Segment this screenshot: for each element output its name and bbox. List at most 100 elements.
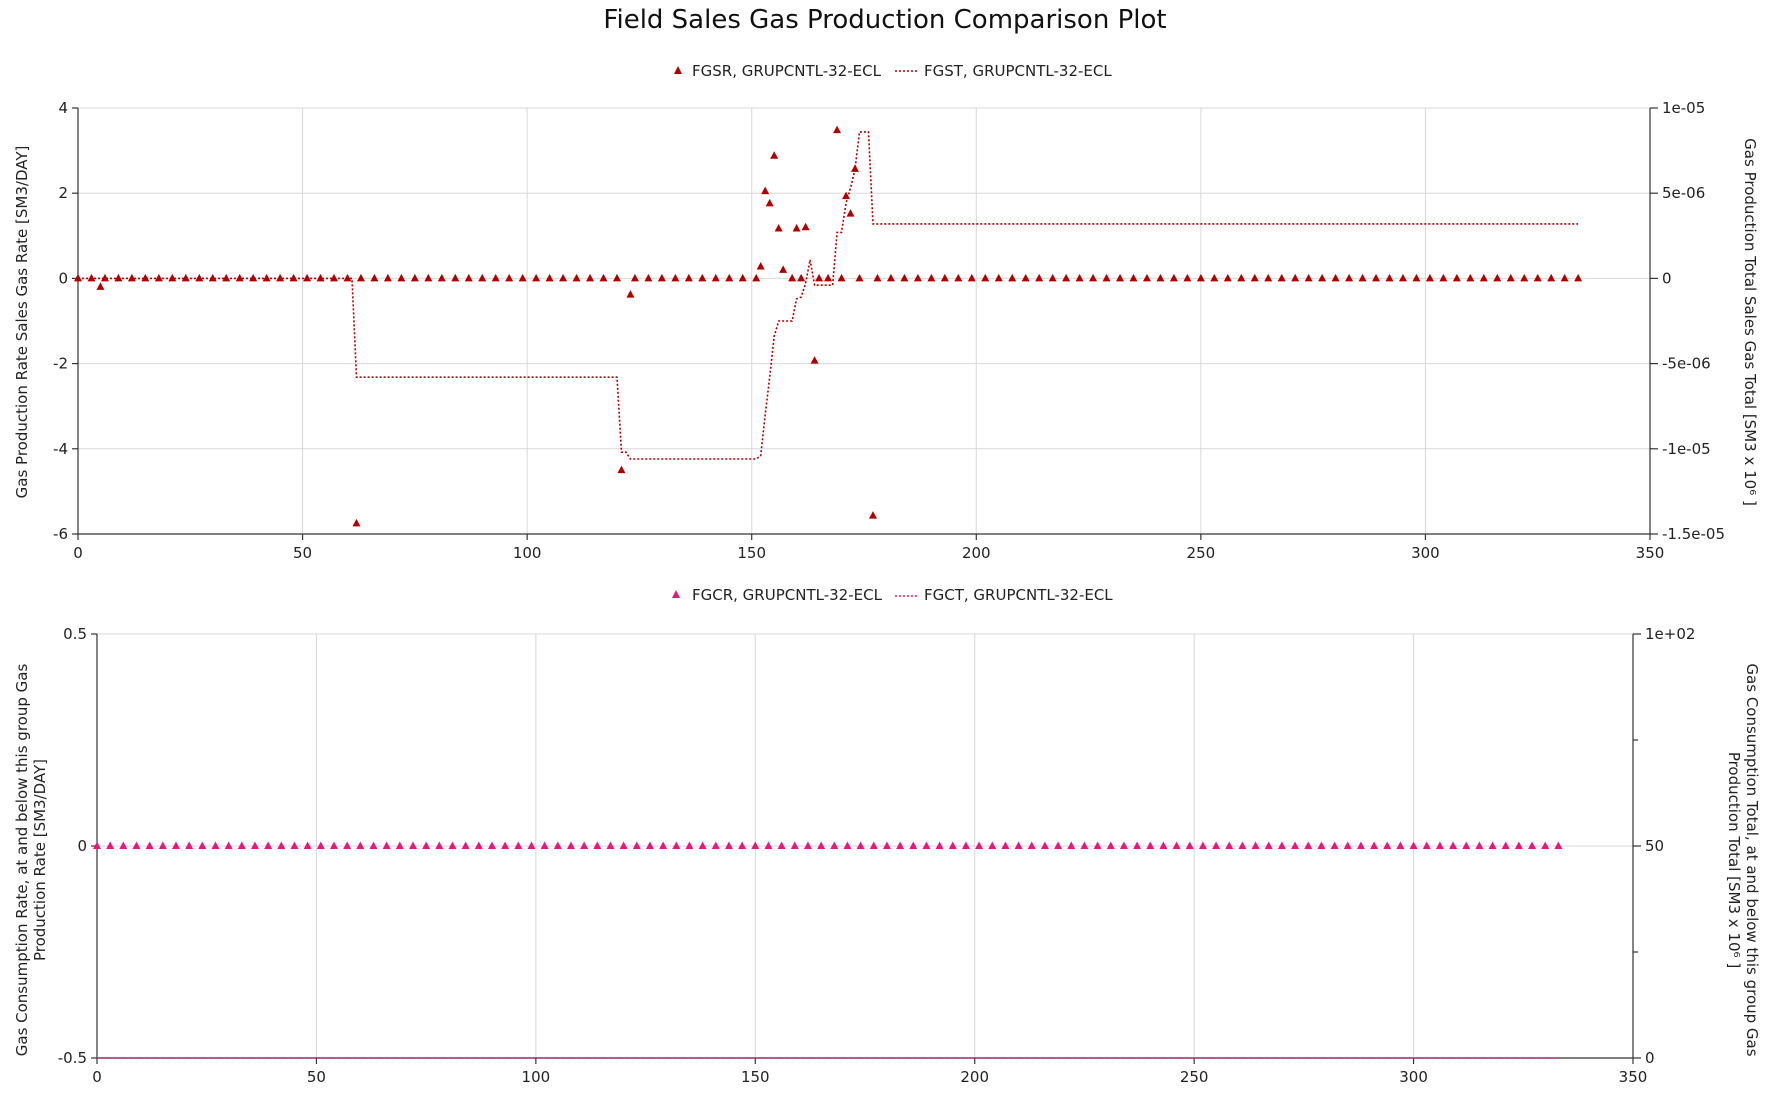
data-point xyxy=(1439,273,1448,282)
data-point xyxy=(1146,841,1155,849)
bottom-panel: FGCR, GRUPCNTL-32-ECL FGCT, GRUPCNTL-32-… xyxy=(13,586,1761,1086)
data-point xyxy=(424,273,433,282)
data-point xyxy=(1223,273,1232,282)
data-point xyxy=(1318,273,1327,282)
data-point xyxy=(1560,273,1569,282)
data-point xyxy=(761,186,770,195)
data-point xyxy=(1372,273,1381,282)
y-right-tick-label: 0 xyxy=(1662,269,1672,287)
data-point xyxy=(1185,841,1194,849)
data-point xyxy=(1048,273,1057,282)
data-point xyxy=(632,841,641,849)
data-point xyxy=(698,273,707,282)
data-point xyxy=(626,290,635,298)
data-point xyxy=(792,224,801,232)
legend-fgst-label: FGST, GRUPCNTL-32-ECL xyxy=(924,62,1112,80)
data-point xyxy=(1054,841,1063,849)
data-point xyxy=(815,273,824,282)
data-point xyxy=(1488,841,1497,849)
data-point xyxy=(106,841,115,849)
data-point xyxy=(464,273,473,282)
data-point xyxy=(788,273,797,282)
data-point xyxy=(790,841,799,849)
data-point xyxy=(1449,841,1458,849)
data-point xyxy=(1264,273,1273,282)
x-tick-label: 350 xyxy=(1636,544,1665,562)
top-legend: FGSR, GRUPCNTL-32-ECL FGST, GRUPCNTL-32-… xyxy=(674,62,1112,80)
data-point xyxy=(711,273,720,282)
data-point xyxy=(158,841,167,849)
data-point xyxy=(645,841,654,849)
data-point xyxy=(909,841,918,849)
data-point xyxy=(198,841,207,849)
data-point xyxy=(410,273,419,282)
data-point xyxy=(994,273,1003,282)
plot-title: Field Sales Gas Production Comparison Pl… xyxy=(603,5,1166,35)
data-point xyxy=(882,841,891,849)
data-point xyxy=(141,273,150,282)
legend-fgst: FGST, GRUPCNTL-32-ECL xyxy=(895,62,1112,80)
data-point xyxy=(1475,841,1484,849)
y-left-tick-label: -0.5 xyxy=(58,1049,87,1067)
y-right-tick-label: 5e-06 xyxy=(1662,184,1705,202)
data-point xyxy=(1398,273,1407,282)
data-point xyxy=(303,841,312,849)
data-point xyxy=(1062,273,1071,282)
data-point xyxy=(1116,273,1125,282)
data-point xyxy=(810,356,819,364)
data-point xyxy=(1142,273,1151,282)
data-point xyxy=(1383,841,1392,849)
data-point xyxy=(1358,273,1367,282)
data-point xyxy=(1183,273,1192,282)
data-point xyxy=(553,841,562,849)
data-point xyxy=(132,841,141,849)
legend-fgct: FGCT, GRUPCNTL-32-ECL xyxy=(895,586,1113,604)
data-point xyxy=(250,841,259,849)
data-point xyxy=(1479,273,1488,282)
data-point xyxy=(685,841,694,849)
data-point xyxy=(1277,273,1286,282)
bottom-y-left-label-line1: Gas Consumption Rate, at and below this … xyxy=(13,664,31,1057)
data-point xyxy=(451,273,460,282)
data-point xyxy=(395,841,404,849)
data-point xyxy=(774,224,783,232)
data-point xyxy=(171,841,180,849)
data-point xyxy=(168,273,177,282)
data-point xyxy=(1089,273,1098,282)
data-point xyxy=(501,841,510,849)
data-point xyxy=(1198,841,1207,849)
data-point xyxy=(764,841,773,849)
data-point xyxy=(1102,273,1111,282)
data-point xyxy=(856,841,865,849)
data-point xyxy=(837,273,846,282)
x-tick-label: 200 xyxy=(960,1068,989,1086)
x-tick-label: 200 xyxy=(962,544,991,562)
data-point xyxy=(1501,841,1510,849)
bottom-y-right-label-line2: Production Total [SM3 x 10⁶ ] xyxy=(1725,752,1743,968)
data-point xyxy=(224,841,233,849)
data-point xyxy=(181,273,190,282)
data-point xyxy=(988,841,997,849)
data-point xyxy=(738,841,747,849)
data-point xyxy=(599,273,608,282)
data-point xyxy=(1251,841,1260,849)
data-point xyxy=(1075,273,1084,282)
x-tick-label: 250 xyxy=(1180,1068,1209,1086)
data-point xyxy=(1040,841,1049,849)
data-point xyxy=(1331,273,1340,282)
data-point xyxy=(803,841,812,849)
data-point xyxy=(935,841,944,849)
data-point xyxy=(684,273,693,282)
y-right-tick-label: 0 xyxy=(1645,1049,1655,1067)
data-point xyxy=(1425,273,1434,282)
data-point xyxy=(1385,273,1394,282)
data-point xyxy=(1212,841,1221,849)
data-point xyxy=(1027,841,1036,849)
data-point xyxy=(817,841,826,849)
data-point xyxy=(1291,273,1300,282)
data-point xyxy=(1250,273,1259,282)
data-point xyxy=(617,465,626,474)
data-point xyxy=(1396,841,1405,849)
top-y-right-label: Gas Production Total Sales Gas Total [SM… xyxy=(1741,138,1759,506)
